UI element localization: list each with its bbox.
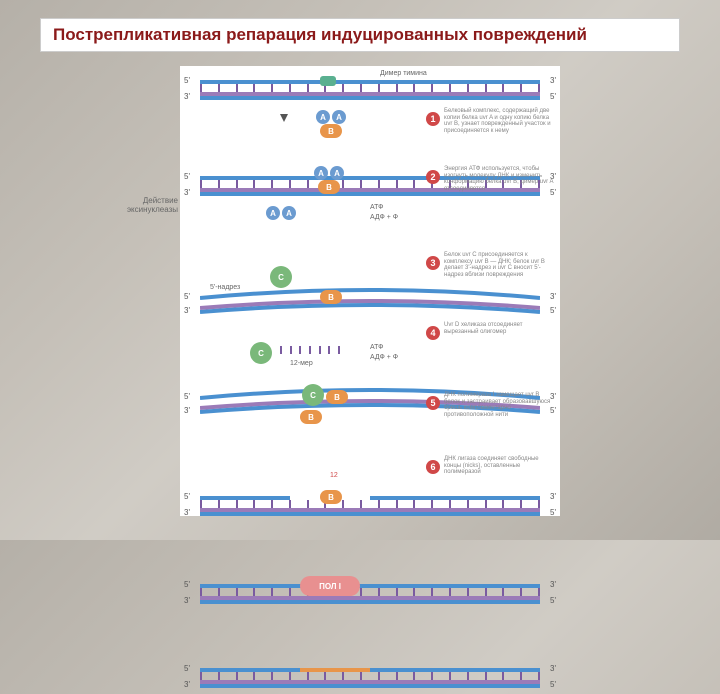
end-5r: 5' bbox=[550, 92, 556, 101]
mer12-label: 12-мер bbox=[290, 360, 313, 367]
protein-a-icon: A bbox=[330, 166, 344, 180]
end: 3' bbox=[184, 508, 190, 517]
end: 5' bbox=[550, 680, 556, 689]
end: 3' bbox=[550, 664, 556, 673]
strand bbox=[200, 684, 540, 688]
step-4-desc: Uvr D хеликаза отсоединяет вырезанный ол… bbox=[444, 322, 554, 335]
title-box: Пострепликативная репарация индуцированн… bbox=[40, 18, 680, 52]
protein-a-icon: A bbox=[316, 110, 330, 124]
ticks bbox=[200, 84, 540, 92]
dna-row-7: 5' 3' 3' 5' bbox=[180, 666, 560, 694]
protein-c-icon: C bbox=[302, 384, 324, 406]
step-6-desc: ДНК лигаза соединяет свободные концы (ni… bbox=[444, 456, 554, 476]
step-2-desc: Энергия АТФ используется, чтобы изогнуть… bbox=[444, 166, 554, 192]
adp-label: АДФ + Ф bbox=[370, 214, 398, 221]
protein-b-icon: B bbox=[320, 490, 342, 504]
end: 3' bbox=[184, 680, 190, 689]
end: 5' bbox=[184, 292, 190, 301]
protein-b-icon: B bbox=[300, 410, 322, 424]
step-2-num: 2 bbox=[426, 170, 440, 184]
end: 5' bbox=[184, 580, 190, 589]
end: 5' bbox=[550, 306, 556, 315]
protein-a-icon: A bbox=[314, 166, 328, 180]
end: 3' bbox=[184, 406, 190, 415]
end-3: 3' bbox=[184, 92, 190, 101]
ticks bbox=[200, 672, 540, 680]
end: 3' bbox=[184, 596, 190, 605]
end: 3' bbox=[550, 292, 556, 301]
end: 3' bbox=[184, 306, 190, 315]
end-3r: 3' bbox=[550, 76, 556, 85]
atp-label: АТФ bbox=[370, 344, 384, 351]
dimer-icon bbox=[320, 76, 336, 86]
strand bbox=[200, 192, 540, 196]
step-3-num: 3 bbox=[426, 256, 440, 270]
oligomer bbox=[280, 346, 340, 354]
adp-label: АДФ + Ф bbox=[370, 354, 398, 361]
strand bbox=[200, 96, 540, 100]
dna-row-6: 5' 3' 3' 5' ПОЛ I bbox=[180, 582, 560, 610]
twelve-label: 12 bbox=[330, 472, 338, 479]
dna-row-1: 5' 3' 3' 5' bbox=[180, 78, 560, 106]
protein-c-icon: C bbox=[270, 266, 292, 288]
atp-label: АТФ bbox=[370, 204, 384, 211]
step-4-num: 4 bbox=[426, 326, 440, 340]
protein-b-icon: B bbox=[326, 390, 348, 404]
protein-a-icon: A bbox=[332, 110, 346, 124]
arrow-icon bbox=[280, 114, 288, 122]
step-1-desc: Белковый комплекс, содержащий две копии … bbox=[444, 108, 554, 134]
protein-b-icon: B bbox=[320, 124, 342, 138]
step-5-desc: ДНК полимераза I замещает uvr B белок и … bbox=[444, 392, 554, 418]
strand bbox=[200, 600, 540, 604]
protein-a-icon: A bbox=[266, 206, 280, 220]
protein-b-icon: B bbox=[318, 180, 340, 194]
end: 5' bbox=[184, 392, 190, 401]
page-title: Пострепликативная репарация индуцированн… bbox=[53, 25, 667, 45]
slide: Пострепликативная репарация индуцированн… bbox=[0, 0, 720, 540]
step-3-desc: Белок uvr C присоединяется к комплексу u… bbox=[444, 252, 554, 278]
dimer-label: Димер тимина bbox=[380, 70, 427, 77]
curved-strand bbox=[200, 286, 540, 316]
strand bbox=[200, 512, 540, 516]
protein-a-icon: A bbox=[282, 206, 296, 220]
dna-row-5: 5' 3' 3' 5' B bbox=[180, 494, 560, 522]
end: 5' bbox=[550, 508, 556, 517]
step-5-num: 5 bbox=[426, 396, 440, 410]
polymerase-icon: ПОЛ I bbox=[300, 576, 360, 596]
end: 3' bbox=[184, 188, 190, 197]
protein-b-icon: B bbox=[320, 290, 342, 304]
diagram-panel: Димер тимина 5' 3' 3' 5' A A B 1 Белковы… bbox=[180, 66, 560, 516]
end: 5' bbox=[184, 492, 190, 501]
protein-c-icon: C bbox=[250, 342, 272, 364]
ticks bbox=[200, 500, 540, 508]
end: 3' bbox=[550, 492, 556, 501]
cut5-label: 5'-надрез bbox=[210, 284, 240, 291]
side-label: Действие эксинуклеазы bbox=[118, 196, 178, 214]
end: 5' bbox=[550, 596, 556, 605]
end: 5' bbox=[184, 172, 190, 181]
step-1-num: 1 bbox=[426, 112, 440, 126]
end: 3' bbox=[550, 580, 556, 589]
end-5: 5' bbox=[184, 76, 190, 85]
step-6-num: 6 bbox=[426, 460, 440, 474]
end: 5' bbox=[184, 664, 190, 673]
ticks bbox=[200, 588, 540, 596]
